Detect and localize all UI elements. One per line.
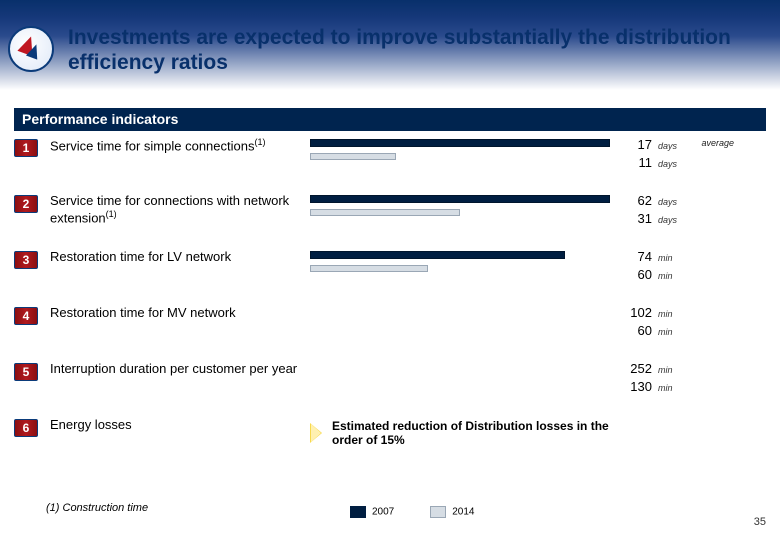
indicator-rows: 1 Service time for simple connections(1)… [0, 131, 780, 457]
indicator-row: 6 Energy losses Estimated reduction of D… [14, 417, 766, 457]
row-values: 102 min 60 min [610, 305, 682, 342]
bar-2007 [310, 139, 610, 147]
row-number-badge: 4 [14, 307, 38, 325]
section-title-bar: Performance indicators [14, 108, 766, 131]
value-2014: 130 [622, 379, 652, 395]
row-values: 17 days 11 days [610, 137, 682, 174]
row-label: Restoration time for LV network [50, 249, 310, 265]
bar-2007 [310, 195, 610, 203]
row-values: 62 days 31 days [610, 193, 682, 230]
value-2007: 252 [622, 361, 652, 377]
value-unit: min [658, 309, 682, 320]
bar-2014 [310, 265, 428, 272]
legend: 2007 2014 [350, 506, 475, 518]
row-label: Service time for connections with networ… [50, 193, 310, 227]
value-unit: min [658, 253, 682, 264]
value-unit: min [658, 327, 682, 338]
row-values: 74 min 60 min [610, 249, 682, 286]
row-label: Restoration time for MV network [50, 305, 310, 321]
row-bars [310, 193, 610, 222]
value-2007: 62 [622, 193, 652, 209]
value-2014: 11 [622, 155, 652, 171]
footnote: (1) Construction time [46, 502, 148, 514]
value-2007: 102 [622, 305, 652, 321]
value-unit: days [658, 197, 682, 208]
page-number: 35 [754, 516, 766, 528]
row-number-badge: 5 [14, 363, 38, 381]
row-label: Energy losses [50, 417, 310, 433]
row-label: Service time for simple connections(1) [50, 137, 310, 155]
row-label: Interruption duration per customer per y… [50, 361, 310, 377]
value-unit: min [658, 383, 682, 394]
slide-title: Investments are expected to improve subs… [68, 23, 766, 75]
row-bars [310, 249, 610, 278]
row-bars [310, 361, 610, 363]
bar-2014 [310, 209, 460, 216]
average-column-label: average [701, 138, 734, 148]
arrow-right-icon [310, 423, 322, 443]
row-bars [310, 137, 610, 166]
value-2014: 60 [622, 267, 652, 283]
energy-losses-note: Estimated reduction of Distribution loss… [310, 417, 632, 448]
indicator-row: 5 Interruption duration per customer per… [14, 361, 766, 401]
value-unit: days [658, 141, 682, 152]
value-2014: 60 [622, 323, 652, 339]
energy-note-text: Estimated reduction of Distribution loss… [332, 419, 632, 448]
indicator-row: 3 Restoration time for LV network 74 min … [14, 249, 766, 289]
bar-2014 [310, 153, 396, 160]
indicator-row: 4 Restoration time for MV network 102 min… [14, 305, 766, 345]
value-unit: days [658, 159, 682, 170]
legend-item-2007: 2007 [350, 506, 394, 518]
row-number-badge: 6 [14, 419, 38, 437]
company-logo [8, 26, 54, 72]
legend-item-2014: 2014 [430, 506, 474, 518]
row-number-badge: 1 [14, 139, 38, 157]
value-2007: 74 [622, 249, 652, 265]
value-2014: 31 [622, 211, 652, 227]
legend-swatch-2007 [350, 506, 366, 518]
legend-swatch-2014 [430, 506, 446, 518]
row-bars [310, 305, 610, 307]
slide-header: Investments are expected to improve subs… [0, 0, 780, 90]
value-unit: min [658, 271, 682, 282]
value-2007: 17 [622, 137, 652, 153]
value-unit: days [658, 215, 682, 226]
indicator-row: 2 Service time for connections with netw… [14, 193, 766, 233]
row-number-badge: 2 [14, 195, 38, 213]
indicator-row: 1 Service time for simple connections(1)… [14, 137, 766, 177]
bar-2007 [310, 251, 565, 259]
value-unit: min [658, 365, 682, 376]
row-values: 252 min 130 min [610, 361, 682, 398]
row-number-badge: 3 [14, 251, 38, 269]
